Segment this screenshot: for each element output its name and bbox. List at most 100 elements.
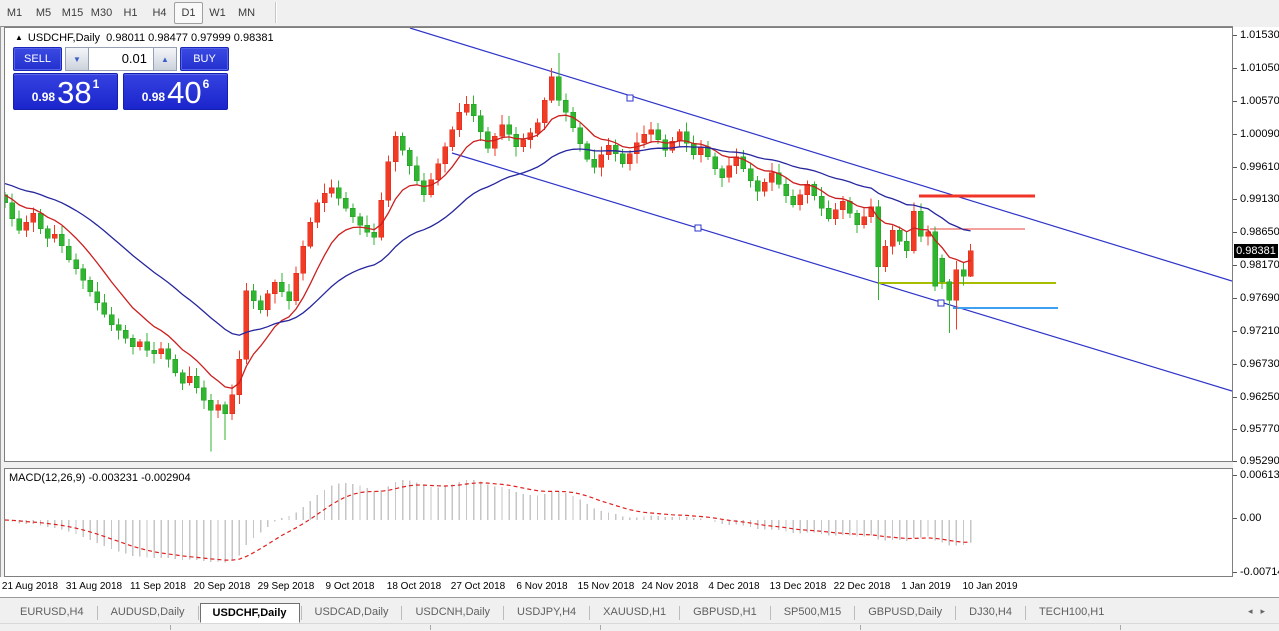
date-label: 21 Aug 2018: [1, 581, 59, 592]
axis-tick: [1233, 331, 1237, 332]
buy-price-button[interactable]: 0.98 40 6: [123, 73, 228, 110]
axis-tick: [1233, 199, 1237, 200]
date-label: 22 Dec 2018: [833, 581, 891, 592]
timeframe-button-m1[interactable]: M1: [6, 6, 23, 19]
tab-usdjpy-h4[interactable]: USDJPY,H4: [517, 606, 577, 618]
tab-separator: [503, 606, 505, 620]
window-left-border: [0, 26, 1, 597]
sell-button[interactable]: SELL: [13, 47, 62, 71]
collapse-trade-panel-icon[interactable]: ▲: [15, 33, 23, 42]
tab-separator: [955, 606, 957, 620]
axis-tick: [1233, 101, 1237, 102]
timeframe-button-h4[interactable]: H4: [152, 6, 167, 19]
tab-dj30-h4[interactable]: DJ30,H4: [969, 606, 1012, 618]
date-label: 24 Nov 2018: [641, 581, 699, 592]
timeframe-button-m15[interactable]: M15: [61, 6, 84, 19]
macd-chart: [5, 479, 972, 563]
chevron-up-icon: ▲: [161, 54, 169, 64]
axis-tick: [1233, 35, 1237, 36]
axis-tick: [1233, 364, 1237, 365]
axis-label: 0.96250: [1240, 391, 1279, 403]
axis-label: 1.00570: [1240, 95, 1279, 107]
buy-price-pip: 6: [202, 77, 210, 91]
axis-tick: [1233, 298, 1237, 299]
axis-tick: [1233, 167, 1237, 168]
price-axis[interactable]: 0.98381 1.01530 1.01050 1.00570 1.00090 0.99…: [1233, 27, 1279, 578]
axis-label: 1.01050: [1240, 62, 1279, 74]
current-price-badge: 0.98381: [1234, 244, 1278, 258]
chart-symbol-label: USDCHF,Daily: [27, 32, 101, 44]
tab-sp500-m15[interactable]: SP500,M15: [783, 606, 842, 618]
axis-tick: [1233, 134, 1237, 135]
scroll-left-icon[interactable]: ◂: [1247, 606, 1261, 616]
tab-separator: [854, 606, 856, 620]
strip-separator: [600, 625, 601, 630]
timeframe-button-mn[interactable]: MN: [237, 6, 256, 19]
tab-usdcad-daily[interactable]: USDCAD,Daily: [314, 606, 389, 618]
axis-label: 1.00090: [1240, 128, 1279, 140]
volume-decrease-button[interactable]: ▼: [65, 47, 89, 71]
tab-separator: [96, 606, 98, 620]
axis-tick: [1233, 475, 1237, 476]
macd-indicator-panel[interactable]: MACD(12,26,9) -0.003231 -0.002904: [4, 468, 1233, 577]
sell-price-button[interactable]: 0.98 38 1: [13, 73, 118, 110]
buy-price-prefix: 0.98: [141, 90, 166, 104]
sell-price-pip: 1: [92, 77, 100, 91]
date-label: 9 Oct 2018: [325, 581, 375, 592]
date-label: 13 Dec 2018: [769, 581, 827, 592]
volume-input[interactable]: 0.01: [89, 47, 153, 71]
date-label: 4 Dec 2018: [708, 581, 760, 592]
candlestick-chart[interactable]: [5, 28, 1232, 461]
axis-tick: [1233, 232, 1237, 233]
axis-label: 0.98170: [1240, 259, 1279, 271]
sell-price-main: 38: [57, 75, 92, 110]
price-chart-panel[interactable]: ▲ USDCHF,Daily 0.98011 0.98477 0.97999 0.…: [4, 27, 1233, 462]
sell-price-prefix: 0.98: [31, 90, 56, 104]
tab-usdchf-daily[interactable]: USDCHF,Daily: [199, 603, 300, 623]
date-label: 27 Oct 2018: [450, 581, 506, 592]
volume-increase-button[interactable]: ▲: [153, 47, 177, 71]
timeframe-button-m5[interactable]: M5: [35, 6, 52, 19]
axis-label: 0.95290: [1240, 455, 1279, 467]
macd-label: MACD(12,26,9) -0.003231 -0.002904: [9, 472, 191, 484]
timeframe-button-w1[interactable]: W1: [209, 6, 226, 19]
timeframe-button-d1[interactable]: D1: [174, 1, 203, 24]
date-label: 15 Nov 2018: [577, 581, 635, 592]
axis-label: 0.97210: [1240, 325, 1279, 337]
timeframe-button-m30[interactable]: M30: [90, 6, 113, 19]
buy-button[interactable]: BUY: [180, 47, 229, 71]
axis-label: 0.97690: [1240, 292, 1279, 304]
buy-price-main: 40: [167, 75, 202, 110]
tab-separator: [769, 606, 771, 620]
date-label: 20 Sep 2018: [193, 581, 251, 592]
macd-indicator-name: MACD(12,26,9): [9, 472, 86, 484]
tab-usdcnh-daily[interactable]: USDCNH,Daily: [415, 606, 491, 618]
axis-label: 0.006137: [1240, 469, 1279, 481]
date-label: 10 Jan 2019: [962, 581, 1018, 592]
axis-tick: [1233, 572, 1237, 573]
date-label: 31 Aug 2018: [65, 581, 123, 592]
axis-tick: [1233, 397, 1237, 398]
axis-label: 0.98650: [1240, 226, 1279, 238]
axis-tick: [1233, 68, 1237, 69]
tab-xauusd-h1[interactable]: XAUUSD,H1: [603, 606, 667, 618]
tab-scroll-arrows[interactable]: ◂▸: [1248, 606, 1273, 617]
tab-audusd-daily[interactable]: AUDUSD,Daily: [110, 606, 185, 618]
time-axis[interactable]: 21 Aug 2018 31 Aug 2018 11 Sep 2018 20 Sep …: [0, 577, 1279, 597]
status-strip: [0, 623, 1279, 631]
tab-separator: [197, 606, 199, 620]
axis-label: 0.95770: [1240, 423, 1279, 435]
axis-label: 0.96730: [1240, 358, 1279, 370]
tab-gbpusd-daily[interactable]: GBPUSD,Daily: [868, 606, 943, 618]
macd-indicator-values: -0.003231 -0.002904: [88, 472, 191, 484]
axis-tick: [1233, 518, 1237, 519]
tab-gbpusd-h1[interactable]: GBPUSD,H1: [693, 606, 757, 618]
scroll-right-icon[interactable]: ▸: [1260, 606, 1273, 616]
axis-tick: [1233, 429, 1237, 430]
date-label: 6 Nov 2018: [516, 581, 568, 592]
timeframe-button-h1[interactable]: H1: [123, 6, 138, 19]
axis-label: 1.01530: [1240, 29, 1279, 41]
tab-eurusd-h4[interactable]: EURUSD,H4: [20, 606, 84, 618]
tab-tech100-h1[interactable]: TECH100,H1: [1038, 606, 1105, 618]
date-label: 1 Jan 2019: [901, 581, 951, 592]
